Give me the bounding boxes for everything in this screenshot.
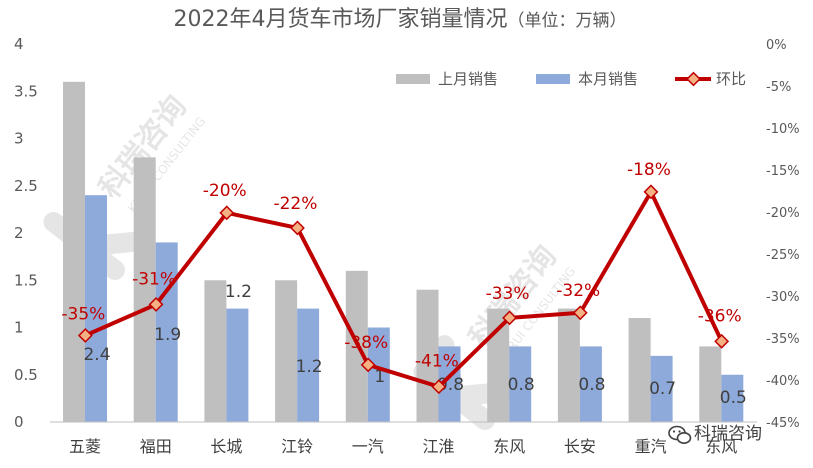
right-tick-label: -40%	[766, 374, 800, 389]
ratio-value-label: -33%	[486, 284, 530, 304]
category-label: 长安	[564, 437, 596, 456]
ratio-value-label: -20%	[203, 181, 247, 201]
ratio-point	[643, 184, 659, 200]
bar-last-month	[63, 81, 85, 423]
bar-this-month	[721, 374, 744, 422]
bar-this-month	[226, 308, 249, 422]
left-tick-label: 1	[14, 319, 24, 337]
chart-unit-text: （单位：万辆）	[508, 11, 627, 31]
brand-badge-text: 科瑞咨询	[694, 424, 762, 444]
ratio-value-label: -38%	[344, 333, 388, 353]
ratio-value-label: -32%	[556, 281, 600, 301]
bar-this-month	[155, 242, 178, 422]
bar-this-month	[438, 346, 461, 422]
ratio-value-label: -36%	[698, 306, 742, 326]
bar-last-month	[487, 308, 510, 422]
category-label: 江铃	[281, 437, 313, 456]
right-tick-label: -35%	[766, 332, 800, 347]
right-tick-label: -25%	[766, 248, 800, 263]
ratio-line-layer	[77, 184, 730, 395]
left-tick-label: 2	[14, 224, 24, 242]
legend-label-this-month: 本月销售	[578, 70, 638, 88]
bar-value-label: 1.9	[154, 325, 181, 345]
right-tick-label: -45%	[766, 416, 800, 431]
legend-label-ratio: 环比	[716, 70, 746, 88]
bar-this-month	[367, 327, 390, 422]
right-tick-label: -5%	[766, 80, 791, 95]
category-label: 江淮	[422, 437, 454, 456]
bar-value-label: 1.2	[296, 357, 323, 377]
right-tick-label: -30%	[766, 290, 800, 305]
legend-ratio-marker	[686, 71, 701, 87]
wechat-icon	[668, 425, 692, 444]
left-tick-label: 3	[14, 130, 24, 148]
bar-value-label: 2.4	[83, 345, 110, 365]
bar-value-label: 0.5	[720, 388, 747, 408]
left-tick-label: 4	[14, 35, 24, 53]
bar-this-month	[579, 346, 602, 422]
bar-last-month	[416, 289, 439, 422]
left-tick-label: 3.5	[14, 82, 38, 100]
ratio-value-labels: -35% -31% -20% -22% -38% -41% -33% -32% -18% -36%	[61, 160, 741, 372]
ratio-point	[431, 379, 447, 395]
category-label: 一汽	[352, 437, 384, 456]
left-axis: 0 0.5 1 1.5 2 2.5 3 3.5 4	[14, 35, 38, 431]
x-axis-labels: 五菱 福田 长城 江铃 一汽 江淮 东风 长安 重汽 东风	[69, 437, 737, 456]
left-tick-label: 0	[14, 413, 24, 431]
chart-title: 2022年4月货车市场厂家销量情况（单位：万辆）	[174, 7, 627, 32]
bar-this-month	[297, 308, 320, 422]
bar-last-month	[628, 318, 651, 422]
left-tick-label: 1.5	[14, 271, 38, 289]
bar-this-month	[85, 195, 107, 422]
ratio-point	[148, 296, 164, 312]
bar-last-month	[275, 280, 298, 422]
ratio-value-label: -18%	[627, 160, 671, 180]
right-tick-label: -15%	[766, 164, 800, 179]
ratio-point	[77, 328, 93, 343]
bar-last-month	[557, 308, 580, 422]
chart-title-text: 2022年4月货车市场厂家销量情况	[174, 7, 508, 32]
category-label: 五菱	[69, 437, 101, 456]
left-tick-label: 2.5	[14, 177, 38, 195]
category-label: 长城	[210, 437, 242, 456]
category-label: 东风	[493, 437, 525, 456]
ratio-point	[290, 220, 305, 236]
ratio-value-label: -41%	[415, 352, 459, 372]
ratio-value-label: -31%	[132, 269, 176, 289]
bar-value-label: 1	[374, 367, 385, 387]
bar-value-label: 0.8	[578, 375, 605, 395]
ratio-value-label: -35%	[61, 304, 105, 324]
bar-this-month	[650, 355, 673, 422]
bar-value-labels: 2.41.91.21.2 1 0.8 0.8 0.8 0.7 0.5	[83, 282, 746, 408]
bar-this-month	[509, 346, 532, 422]
legend-swatch-this-month	[536, 74, 570, 84]
bar-last-month	[133, 157, 156, 422]
ratio-point	[219, 205, 235, 221]
right-tick-label: -10%	[766, 122, 800, 137]
bar-last-month	[204, 280, 227, 422]
legend-swatch-last-month	[396, 74, 430, 84]
ratio-point	[360, 357, 376, 373]
category-label: 福田	[140, 437, 172, 456]
legend-label-last-month: 上月销售	[438, 70, 498, 88]
bar-last-month	[699, 346, 722, 422]
ratio-point	[502, 310, 517, 326]
right-tick-label: 0%	[766, 38, 787, 53]
right-axis: 0% -5% -10% -15% -20% -25% -30% -35% -40% -45%	[766, 38, 800, 431]
bar-value-label: 1.2	[225, 282, 252, 302]
brand-badge: 科瑞咨询	[668, 424, 762, 444]
right-tick-label: -20%	[766, 206, 800, 221]
bar-value-label: 0.7	[649, 379, 676, 399]
legend: 上月销售 本月销售 环比	[396, 70, 746, 88]
ratio-point	[714, 333, 730, 349]
bar-value-label: 0.8	[508, 375, 535, 395]
category-label: 东风	[705, 437, 737, 456]
ratio-line	[84, 189, 724, 389]
ratio-point	[572, 305, 588, 321]
category-label: 重汽	[635, 437, 667, 456]
bar-layer	[63, 81, 744, 423]
ratio-value-label: -22%	[273, 194, 317, 214]
left-tick-label: 0.5	[14, 366, 38, 384]
